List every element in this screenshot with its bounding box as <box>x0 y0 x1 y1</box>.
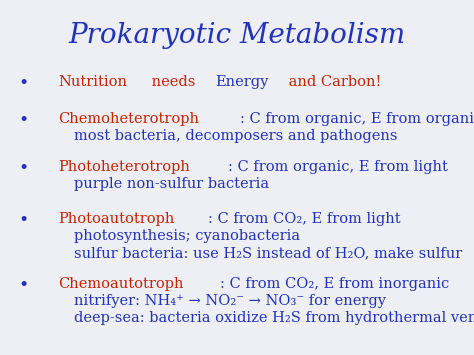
Text: Prokaryotic Metabolism: Prokaryotic Metabolism <box>68 22 406 49</box>
Text: nitrifyer: NH₄⁺ → NO₂⁻ → NO₃⁻ for energy: nitrifyer: NH₄⁺ → NO₂⁻ → NO₃⁻ for energy <box>74 294 386 308</box>
Text: •: • <box>18 160 28 177</box>
Text: Chemoautotroph: Chemoautotroph <box>58 277 183 291</box>
Text: : C from CO₂, E from light: : C from CO₂, E from light <box>208 212 401 226</box>
Text: Photoautotroph: Photoautotroph <box>58 212 174 226</box>
Text: : C from organic, E from organic: : C from organic, E from organic <box>240 112 474 126</box>
Text: and Carbon!: and Carbon! <box>284 75 382 89</box>
Text: purple non-sulfur bacteria: purple non-sulfur bacteria <box>74 177 269 191</box>
Text: Nutrition: Nutrition <box>58 75 127 89</box>
Text: Photoheterotroph: Photoheterotroph <box>58 160 190 174</box>
Text: most bacteria, decomposers and pathogens: most bacteria, decomposers and pathogens <box>74 129 398 143</box>
Text: Chemoheterotroph: Chemoheterotroph <box>58 112 199 126</box>
Text: •: • <box>18 277 28 294</box>
Text: sulfur bacteria: use H₂S instead of H₂O, make sulfur: sulfur bacteria: use H₂S instead of H₂O,… <box>74 246 462 260</box>
Text: : C from CO₂, E from inorganic: : C from CO₂, E from inorganic <box>220 277 449 291</box>
Text: •: • <box>18 212 28 229</box>
Text: photosynthesis; cyanobacteria: photosynthesis; cyanobacteria <box>74 229 300 243</box>
Text: •: • <box>18 112 28 129</box>
Text: : C from organic, E from light: : C from organic, E from light <box>228 160 448 174</box>
Text: deep-sea: bacteria oxidize H₂S from hydrothermal vents: deep-sea: bacteria oxidize H₂S from hydr… <box>74 311 474 325</box>
Text: needs: needs <box>147 75 200 89</box>
Text: Energy: Energy <box>215 75 269 89</box>
Text: •: • <box>18 75 28 92</box>
